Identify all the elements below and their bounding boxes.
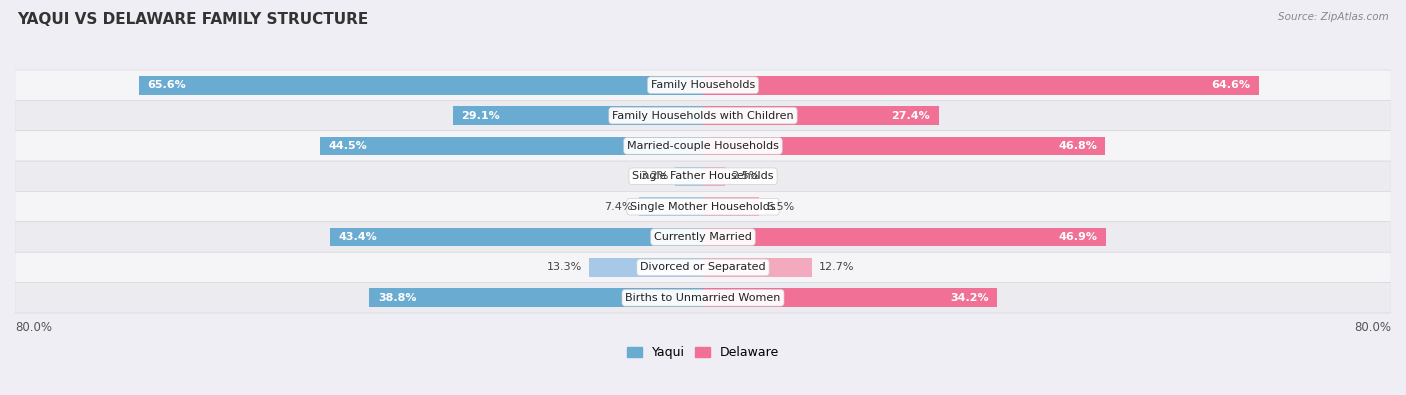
FancyBboxPatch shape bbox=[15, 70, 1391, 100]
Text: Married-couple Households: Married-couple Households bbox=[627, 141, 779, 151]
Bar bbox=[703, 167, 724, 186]
Text: 6.5%: 6.5% bbox=[766, 202, 794, 212]
Text: Single Father Households: Single Father Households bbox=[633, 171, 773, 181]
Text: 34.2%: 34.2% bbox=[950, 293, 988, 303]
FancyBboxPatch shape bbox=[15, 222, 1391, 252]
Text: 43.4%: 43.4% bbox=[339, 232, 377, 242]
Text: Source: ZipAtlas.com: Source: ZipAtlas.com bbox=[1278, 12, 1389, 22]
FancyBboxPatch shape bbox=[15, 282, 1391, 313]
Text: 3.2%: 3.2% bbox=[640, 171, 669, 181]
Text: 7.4%: 7.4% bbox=[605, 202, 633, 212]
Text: Divorced or Separated: Divorced or Separated bbox=[640, 262, 766, 273]
FancyBboxPatch shape bbox=[15, 192, 1391, 222]
Text: 65.6%: 65.6% bbox=[148, 80, 186, 90]
Bar bbox=[703, 228, 1107, 246]
Bar bbox=[370, 288, 703, 307]
Text: 29.1%: 29.1% bbox=[461, 111, 501, 120]
Bar bbox=[589, 258, 703, 277]
Text: Currently Married: Currently Married bbox=[654, 232, 752, 242]
Bar bbox=[703, 76, 1258, 94]
FancyBboxPatch shape bbox=[15, 100, 1391, 131]
Text: 27.4%: 27.4% bbox=[891, 111, 929, 120]
Text: 46.9%: 46.9% bbox=[1059, 232, 1098, 242]
Text: Family Households with Children: Family Households with Children bbox=[612, 111, 794, 120]
Bar bbox=[321, 137, 703, 155]
Text: 44.5%: 44.5% bbox=[329, 141, 367, 151]
Bar bbox=[453, 106, 703, 125]
FancyBboxPatch shape bbox=[15, 131, 1391, 161]
Bar bbox=[703, 137, 1105, 155]
Bar bbox=[675, 167, 703, 186]
FancyBboxPatch shape bbox=[15, 252, 1391, 282]
Text: YAQUI VS DELAWARE FAMILY STRUCTURE: YAQUI VS DELAWARE FAMILY STRUCTURE bbox=[17, 12, 368, 27]
Bar bbox=[703, 197, 759, 216]
Text: 2.5%: 2.5% bbox=[731, 171, 759, 181]
Bar bbox=[703, 258, 813, 277]
Text: 80.0%: 80.0% bbox=[15, 321, 52, 333]
Legend: Yaqui, Delaware: Yaqui, Delaware bbox=[621, 341, 785, 364]
Text: 13.3%: 13.3% bbox=[547, 262, 582, 273]
Text: 80.0%: 80.0% bbox=[1354, 321, 1391, 333]
FancyBboxPatch shape bbox=[15, 161, 1391, 192]
Text: 46.8%: 46.8% bbox=[1057, 141, 1097, 151]
Text: Single Mother Households: Single Mother Households bbox=[630, 202, 776, 212]
Bar bbox=[330, 228, 703, 246]
Text: Births to Unmarried Women: Births to Unmarried Women bbox=[626, 293, 780, 303]
Bar bbox=[703, 288, 997, 307]
Bar bbox=[640, 197, 703, 216]
Text: 38.8%: 38.8% bbox=[378, 293, 416, 303]
Text: 12.7%: 12.7% bbox=[820, 262, 855, 273]
Text: Family Households: Family Households bbox=[651, 80, 755, 90]
Bar bbox=[703, 106, 939, 125]
Bar bbox=[139, 76, 703, 94]
Text: 64.6%: 64.6% bbox=[1211, 80, 1250, 90]
